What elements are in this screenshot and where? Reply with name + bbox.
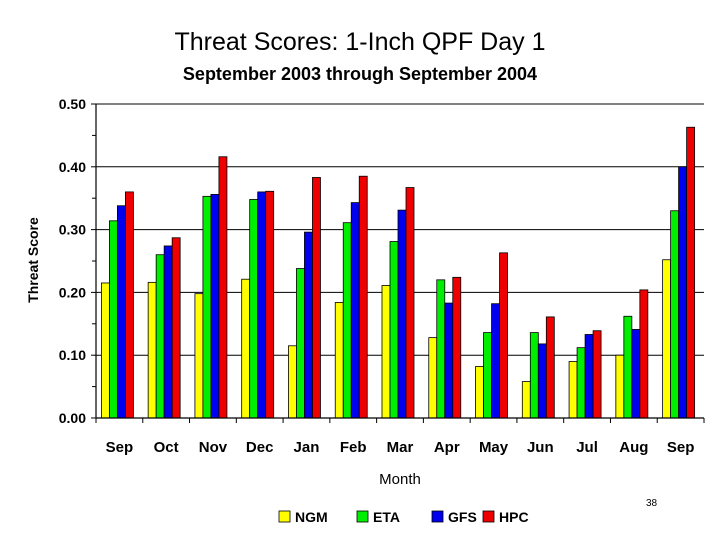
y-tick-label: 0.30 [59, 222, 86, 238]
bar-ngm [334, 302, 344, 419]
bar-hpc [265, 190, 275, 419]
bar-ngm [568, 361, 578, 419]
bar-gfs [491, 303, 500, 419]
x-tick-label: Sep [106, 439, 134, 456]
x-tick-label: Apr [434, 439, 460, 456]
legend-swatch-gfs [431, 510, 444, 523]
bar-eta [576, 347, 586, 419]
bar-hpc [499, 252, 508, 419]
bar-eta [202, 195, 212, 419]
bar-gfs [257, 191, 267, 419]
bar-hpc [686, 126, 696, 419]
x-tick-label: Dec [246, 439, 274, 456]
bar-hpc [592, 330, 602, 419]
bar-hpc [218, 156, 228, 419]
bar-ngm [475, 366, 484, 419]
bar-gfs [537, 343, 547, 419]
bar-gfs [397, 209, 407, 419]
page-number: 38 [646, 498, 658, 509]
bar-hpc [358, 175, 368, 419]
legend-swatch-eta [356, 510, 369, 523]
legend-label-hpc: HPC [499, 509, 529, 525]
x-tick-label: Mar [387, 439, 414, 456]
x-axis-label: Month [379, 471, 421, 488]
legend-label-eta: ETA [373, 509, 400, 525]
bar-eta [249, 199, 259, 419]
bar-ngm [288, 345, 297, 419]
bar-hpc [452, 276, 462, 419]
legend-swatch-hpc [482, 510, 495, 523]
bar-eta [529, 332, 539, 419]
bar-gfs [631, 329, 641, 419]
bar-ngm [100, 282, 110, 419]
bar-ngm [381, 285, 391, 419]
bar-eta [108, 220, 118, 419]
chart-title: Threat Scores: 1-Inch QPF Day 1 [175, 28, 546, 56]
legend-swatch-ngm [278, 510, 291, 523]
bar-gfs [678, 166, 688, 419]
bar-gfs [163, 245, 173, 419]
bar-hpc [171, 237, 181, 419]
y-tick-label: 0.20 [59, 284, 86, 300]
bar-hpc [312, 177, 321, 419]
x-tick-label: Feb [340, 439, 367, 456]
x-tick-label: Nov [199, 439, 228, 456]
bar-eta [483, 332, 492, 419]
bar-ngm [241, 278, 251, 419]
bar-ngm [194, 293, 204, 419]
x-tick-label: Jan [294, 439, 320, 456]
y-axis-label: Threat Score [25, 217, 41, 303]
x-tick-label: Jul [576, 439, 598, 456]
y-tick-label: 0.00 [59, 410, 86, 426]
bar-ngm [147, 281, 157, 419]
x-tick-label: Sep [667, 439, 695, 456]
legend-label-ngm: NGM [295, 509, 328, 525]
bar-ngm [615, 354, 625, 419]
x-tick-label: Aug [619, 439, 648, 456]
y-tick-label: 0.40 [59, 159, 86, 175]
x-tick-label: May [479, 439, 509, 456]
bar-ngm [428, 337, 438, 419]
chart-subtitle: September 2003 through September 2004 [183, 64, 537, 84]
bar-ngm [662, 259, 672, 419]
bar-eta [436, 279, 446, 419]
x-tick-label: Jun [527, 439, 554, 456]
bar-ngm [521, 381, 531, 419]
bar-gfs [444, 302, 454, 419]
bar-gfs [210, 194, 220, 419]
bar-eta [389, 241, 399, 419]
bar-hpc [639, 289, 649, 419]
bar-gfs [304, 231, 313, 419]
bar-eta [342, 222, 352, 419]
bar-eta [623, 315, 633, 419]
legend-label-gfs: GFS [448, 509, 477, 525]
bar-hpc [124, 191, 134, 419]
bar-hpc [405, 187, 415, 419]
bar-eta [155, 254, 165, 419]
bar-eta [296, 268, 305, 419]
bar-gfs [584, 334, 594, 419]
bar-hpc [545, 316, 555, 419]
y-tick-label: 0.10 [59, 347, 86, 363]
bar-gfs [350, 202, 360, 419]
y-tick-label: 0.50 [59, 96, 86, 112]
bar-eta [670, 210, 680, 419]
bar-gfs [116, 205, 126, 419]
x-tick-label: Oct [154, 439, 179, 456]
